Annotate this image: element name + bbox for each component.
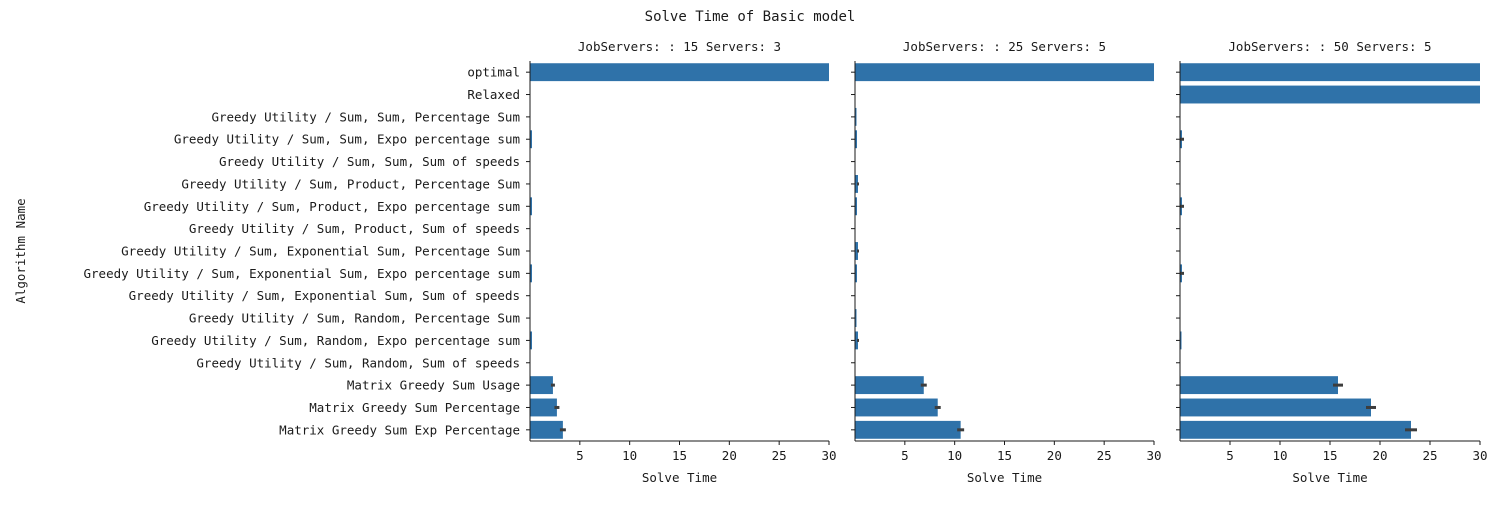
bar [530,399,557,417]
x-axis-label: Solve Time [967,470,1042,485]
category-label: Greedy Utility / Sum, Random, Sum of spe… [196,355,520,370]
x-tick-label: 5 [901,448,909,463]
x-tick-label: 15 [997,448,1012,463]
panel-title: JobServers: : 25 Servers: 5 [903,39,1106,54]
x-tick-label: 30 [1146,448,1161,463]
x-tick-label: 15 [672,448,687,463]
x-tick-label: 15 [1322,448,1337,463]
category-label: Greedy Utility / Sum, Exponential Sum, E… [84,266,521,281]
category-label: Greedy Utility / Sum, Sum, Sum of speeds [219,154,520,169]
category-label: optimal [467,65,520,80]
bar [855,421,961,439]
category-label: Greedy Utility / Sum, Product, Percentag… [181,176,520,191]
category-label: Greedy Utility / Sum, Exponential Sum, P… [121,244,520,259]
x-tick-label: 20 [1047,448,1062,463]
bar [855,63,1154,81]
x-tick-label: 25 [1097,448,1112,463]
panel-title: JobServers: : 15 Servers: 3 [578,39,781,54]
category-label: Matrix Greedy Sum Exp Percentage [279,422,520,437]
category-label: Greedy Utility / Sum, Sum, Percentage Su… [211,109,520,124]
x-tick-label: 25 [772,448,787,463]
figure-title: Solve Time of Basic model [645,9,856,25]
bar [1180,63,1480,81]
category-label: Greedy Utility / Sum, Exponential Sum, S… [129,288,520,303]
y-axis-label: Algorithm Name [13,198,28,303]
x-tick-label: 25 [1422,448,1437,463]
x-tick-label: 30 [821,448,836,463]
bar [530,376,553,394]
bar [1180,421,1411,439]
x-tick-label: 20 [722,448,737,463]
x-axis-label: Solve Time [1292,470,1367,485]
category-label: Greedy Utility / Sum, Product, Expo perc… [144,199,520,214]
bar [855,376,924,394]
bar [1180,86,1480,104]
bar [1180,376,1338,394]
category-label: Greedy Utility / Sum, Sum, Expo percenta… [174,132,520,147]
x-tick-label: 5 [576,448,584,463]
x-tick-label: 10 [622,448,637,463]
bar [1180,399,1371,417]
category-label: Matrix Greedy Sum Percentage [309,400,520,415]
category-label: Greedy Utility / Sum, Random, Expo perce… [151,333,520,348]
category-label: Relaxed [467,87,520,102]
bar [855,399,938,417]
x-tick-label: 30 [1472,448,1487,463]
category-label: Matrix Greedy Sum Usage [347,378,520,393]
x-axis-label: Solve Time [642,470,717,485]
x-tick-label: 20 [1372,448,1387,463]
x-tick-label: 10 [1272,448,1287,463]
bar [530,63,829,81]
x-tick-label: 10 [947,448,962,463]
category-label: Greedy Utility / Sum, Product, Sum of sp… [189,221,520,236]
x-tick-label: 5 [1226,448,1234,463]
category-label: Greedy Utility / Sum, Random, Percentage… [189,311,520,326]
panel-title: JobServers: : 50 Servers: 5 [1228,39,1431,54]
bar [530,421,563,439]
